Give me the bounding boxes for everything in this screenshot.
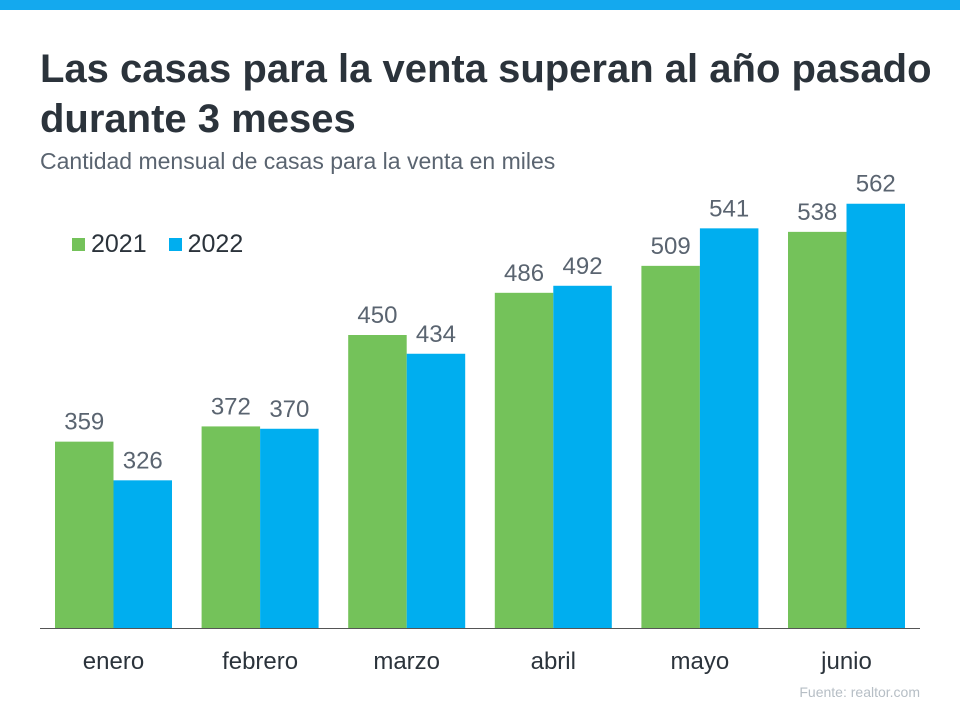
x-tick-label: marzo	[373, 648, 440, 675]
data-label: 450	[357, 302, 397, 329]
data-label: 326	[123, 447, 163, 474]
bar-febrero-2022	[260, 428, 319, 628]
source-note: Fuente: realtor.com	[799, 684, 920, 700]
legend: 2021 2022	[72, 230, 243, 259]
x-tick-label: mayo	[671, 648, 730, 675]
chart-subtitle: Cantidad mensual de casas para la venta …	[40, 148, 556, 174]
legend-item-2022: 2022	[168, 230, 244, 259]
bar-marzo-2021	[348, 335, 407, 628]
data-label: 562	[856, 171, 896, 198]
x-tick-label: enero	[83, 648, 144, 675]
chart-title: Las casas para la venta superan al año p…	[40, 47, 932, 141]
bar-mayo-2022	[699, 228, 759, 628]
bar-junio-2021	[788, 231, 847, 628]
data-label: 434	[416, 321, 456, 348]
data-label: 538	[797, 199, 837, 226]
x-tick-label: junio	[820, 648, 872, 675]
x-tick-label: abril	[531, 648, 576, 675]
data-label: 492	[563, 253, 603, 280]
bar-junio-2022	[846, 203, 905, 628]
bar-abril-2021	[494, 292, 554, 628]
data-label: 359	[64, 409, 104, 436]
top-accent-bar	[0, 0, 960, 10]
data-label: 372	[211, 393, 251, 420]
legend-swatch-2022	[168, 238, 182, 251]
data-label: 541	[709, 195, 749, 222]
data-label: 486	[504, 260, 544, 287]
bar-marzo-2022	[406, 353, 466, 628]
bar-febrero-2021	[201, 426, 261, 628]
bar-mayo-2021	[641, 265, 700, 628]
legend-swatch-2021	[72, 238, 85, 251]
bar-enero-2022	[113, 480, 172, 628]
data-label: 370	[269, 396, 309, 423]
x-tick-label: febrero	[222, 648, 298, 675]
bar-abril-2022	[553, 285, 612, 628]
legend-item-2021: 2021	[72, 230, 147, 259]
bar-enero-2021	[55, 441, 114, 628]
legend-label: 2021	[91, 230, 147, 258]
legend-label: 2022	[187, 230, 244, 258]
data-label: 509	[651, 233, 691, 260]
